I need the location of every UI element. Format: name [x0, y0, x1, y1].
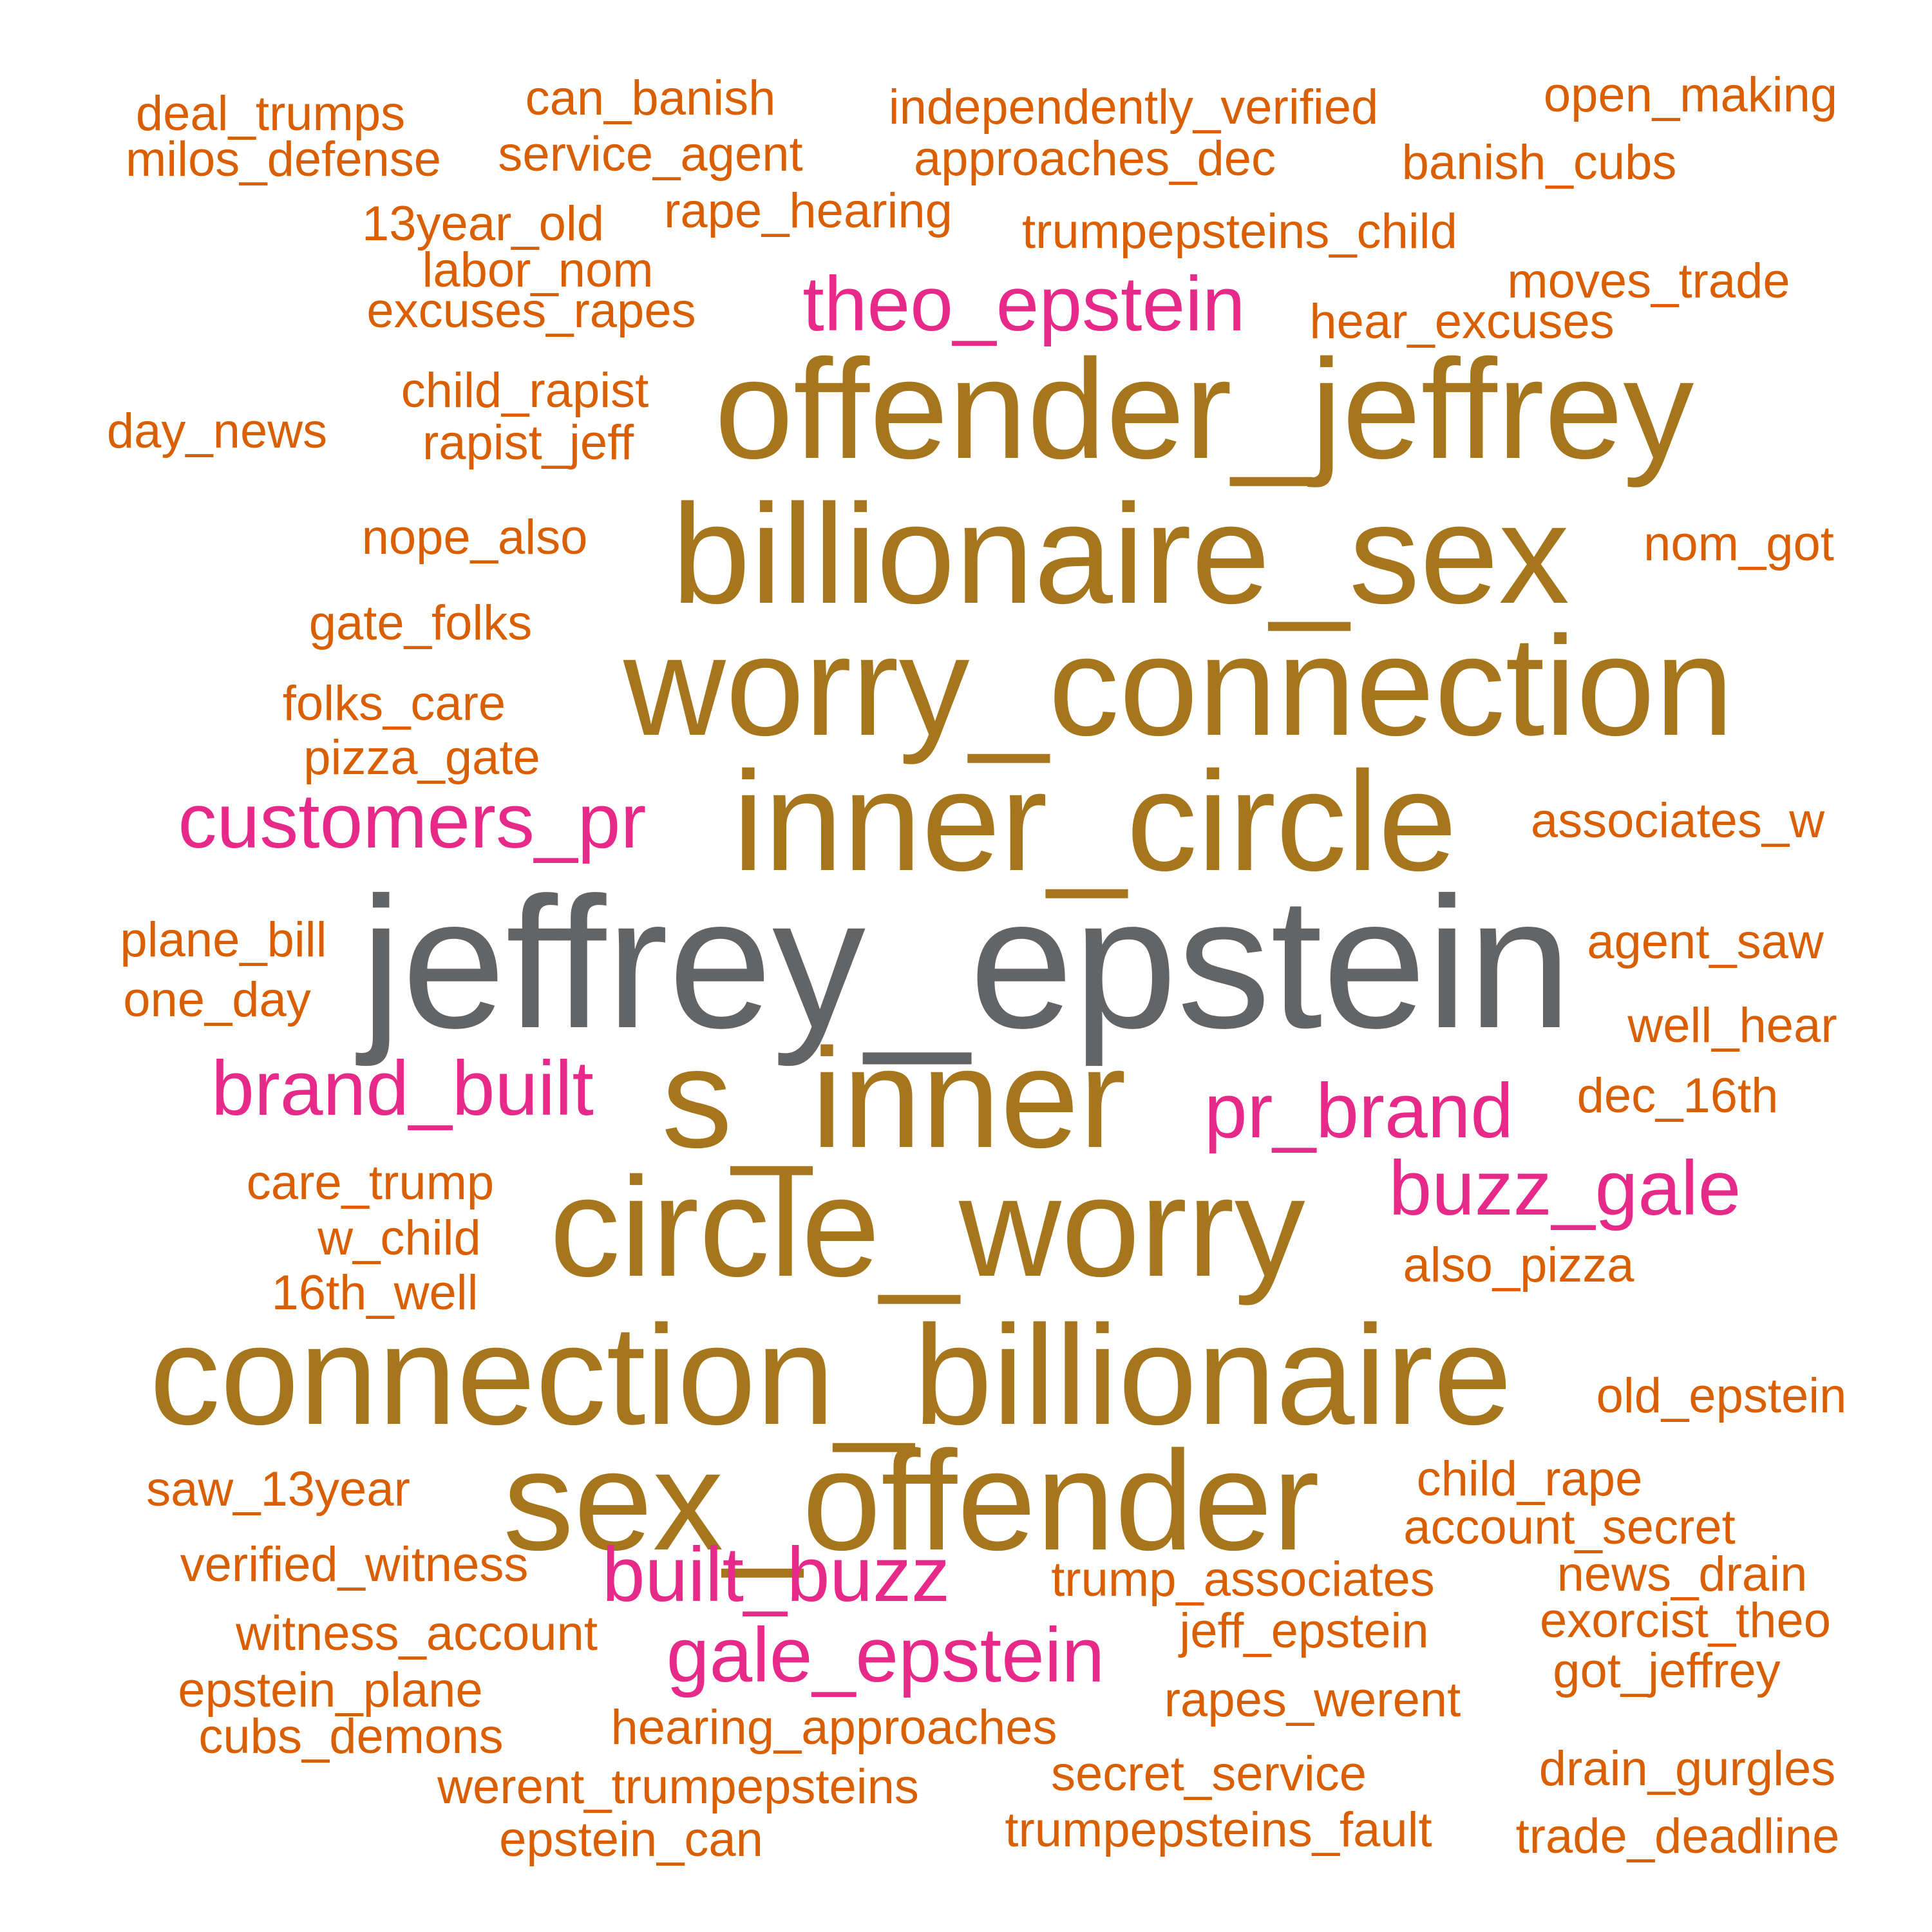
word-milos_defense: milos_defense — [125, 132, 442, 187]
word-billionaire_sex: billionaire_sex — [671, 475, 1570, 633]
word-trumpepsteins_fault: trumpepsteins_fault — [1005, 1803, 1432, 1857]
word-witness_account: witness_account — [236, 1606, 598, 1661]
word-epstein_can: epstein_can — [499, 1812, 763, 1867]
word-deal_trumps: deal_trumps — [135, 86, 406, 141]
word-cubs_demons: cubs_demons — [198, 1709, 504, 1764]
word-trumpepsteins_child: trumpepsteins_child — [1022, 204, 1457, 259]
word-epstein_plane: epstein_plane — [178, 1663, 483, 1718]
word-buzz_gale: buzz_gale — [1388, 1145, 1741, 1231]
word-pizza_gate: pizza_gate — [303, 730, 540, 785]
word-open_making: open_making — [1543, 68, 1838, 122]
word-werent_trumpepsteins: werent_trumpepsteins — [437, 1759, 919, 1814]
word-hear_excuses: hear_excuses — [1309, 294, 1615, 349]
word-worry_connection: worry_connection — [623, 607, 1734, 765]
word-well_hear: well_hear — [1627, 998, 1837, 1053]
word-gate_folks: gate_folks — [308, 596, 533, 650]
word-jeff_epstein: jeff_epstein — [1179, 1604, 1429, 1658]
word-care_trump: care_trump — [246, 1155, 495, 1210]
word-brand_built: brand_built — [211, 1045, 594, 1132]
word-trade_deadline: trade_deadline — [1515, 1809, 1840, 1864]
word-rapist_jeff: rapist_jeff — [422, 415, 634, 470]
word-exorcist_theo: exorcist_theo — [1539, 1593, 1832, 1648]
word-customers_pr: customers_pr — [178, 778, 647, 864]
word-connection_billionaire: connection_billionaire — [149, 1296, 1512, 1454]
word-jeffrey_epstein: jeffrey_epstein — [360, 858, 1572, 1067]
word-gale_epstein: gale_epstein — [666, 1612, 1105, 1698]
word-verified_witness: verified_witness — [180, 1537, 529, 1592]
word-nope_also: nope_also — [361, 510, 588, 565]
word-one_day: one_day — [123, 972, 311, 1027]
word-16th_well: 16th_well — [271, 1265, 478, 1320]
word-built_buzz: built_buzz — [601, 1531, 951, 1618]
word-agent_saw: agent_saw — [1587, 914, 1824, 969]
word-child_rape: child_rape — [1416, 1452, 1643, 1506]
word-can_banish: can_banish — [525, 71, 776, 126]
word-pr_brand: pr_brand — [1204, 1068, 1514, 1154]
word-also_pizza: also_pizza — [1403, 1238, 1634, 1293]
word-saw_13year: saw_13year — [146, 1462, 410, 1517]
word-account_secret: account_secret — [1403, 1500, 1736, 1555]
word-associates_w: associates_w — [1530, 793, 1825, 848]
word-service_agent: service_agent — [498, 127, 803, 182]
word-news_drain: news_drain — [1557, 1547, 1808, 1602]
word-independently_verified: independently_verified — [888, 80, 1379, 135]
word-moves_trade: moves_trade — [1507, 254, 1790, 308]
word-13year_old: 13year_old — [361, 196, 605, 251]
word-folks_care: folks_care — [282, 676, 506, 731]
word-sex_offender: sex_offender — [502, 1421, 1320, 1580]
word-labor_nom: labor_nom — [422, 243, 654, 298]
word-secret_service: secret_service — [1051, 1747, 1367, 1801]
word-old_epstein: old_epstein — [1596, 1368, 1847, 1423]
word-child_rapist: child_rapist — [401, 363, 649, 418]
word-hearing_approaches: hearing_approaches — [611, 1700, 1057, 1755]
word-offender_jeffrey: offender_jeffrey — [714, 330, 1694, 488]
word-circle_worry: circle_worry — [549, 1148, 1305, 1306]
word-w_child: w_child — [317, 1211, 481, 1265]
word-day_news: day_news — [106, 404, 328, 459]
word-drain_gurgles: drain_gurgles — [1539, 1741, 1836, 1796]
word-theo_epstein: theo_epstein — [802, 261, 1245, 347]
word-dec_16th: dec_16th — [1577, 1068, 1779, 1123]
word-plane_bill: plane_bill — [120, 913, 327, 967]
word-approaches_dec: approaches_dec — [914, 131, 1276, 186]
word-excuses_rapes: excuses_rapes — [366, 283, 696, 338]
word-inner_circle: inner_circle — [732, 742, 1457, 900]
word-trump_associates: trump_associates — [1051, 1552, 1435, 1607]
word-rapes_werent: rapes_werent — [1164, 1672, 1461, 1727]
word-banish_cubs: banish_cubs — [1401, 135, 1677, 190]
word-got_jeffrey: got_jeffrey — [1553, 1643, 1781, 1698]
word-s_inner: s_inner — [661, 1019, 1126, 1177]
word-nom_got: nom_got — [1643, 516, 1834, 571]
word-rape_hearing: rape_hearing — [664, 184, 952, 238]
